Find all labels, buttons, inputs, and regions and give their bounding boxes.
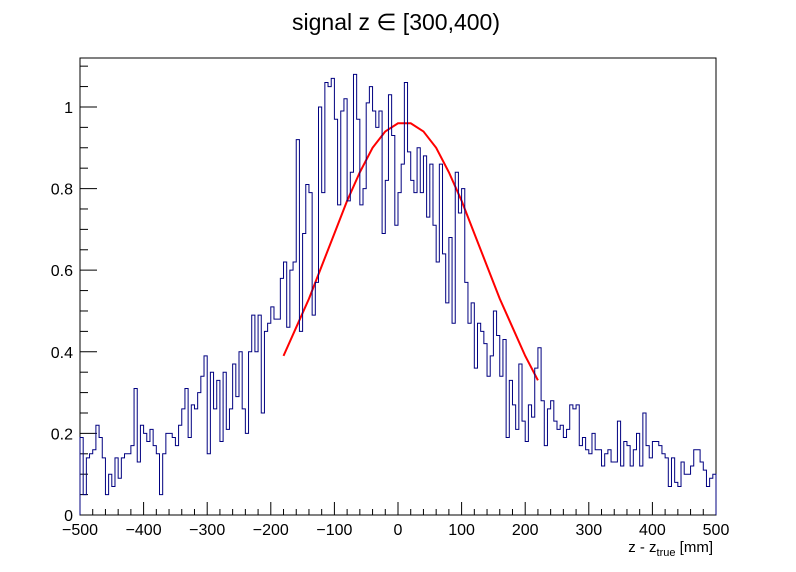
- x-axis-label: z - ztrue [mm]: [628, 539, 713, 559]
- x-tick-label: 500: [703, 522, 730, 539]
- fit-curve: [282, 122, 539, 381]
- x-tick-label: −300: [189, 522, 225, 539]
- x-tick-label: 0: [394, 522, 403, 539]
- y-axis: 0 0.2 0.4 0.6 0.8 1: [51, 65, 97, 525]
- y-tick-label: 0: [64, 508, 73, 525]
- y-tick-label: 0.8: [51, 182, 73, 199]
- x-tick-label: −500: [62, 522, 98, 539]
- x-tick-label: −100: [316, 522, 352, 539]
- y-tick-label: 0.2: [51, 426, 73, 443]
- x-tick-label: −200: [253, 522, 289, 539]
- x-tick-label: 300: [575, 522, 602, 539]
- x-axis-label-unit: [mm]: [676, 539, 714, 556]
- x-tick-label: −400: [126, 522, 162, 539]
- series-layer: [79, 73, 717, 515]
- x-tick-label: 100: [448, 522, 475, 539]
- y-tick-label: 1: [64, 100, 73, 117]
- y-tick-label: 0.4: [51, 345, 73, 362]
- x-tick-label: 200: [512, 522, 539, 539]
- x-tick-label: 400: [639, 522, 666, 539]
- x-axis: −500 −400 −300 −200 −100 0 100 200 300 400 500: [62, 502, 729, 539]
- chart-title: signal z ∈ [300,400): [292, 9, 500, 35]
- plot-frame: [79, 57, 717, 516]
- x-axis-label-main: z - z: [628, 539, 656, 556]
- x-axis-label-subscript: true: [657, 547, 676, 559]
- y-tick-label: 0.6: [51, 263, 73, 280]
- histogram-series: [79, 73, 717, 515]
